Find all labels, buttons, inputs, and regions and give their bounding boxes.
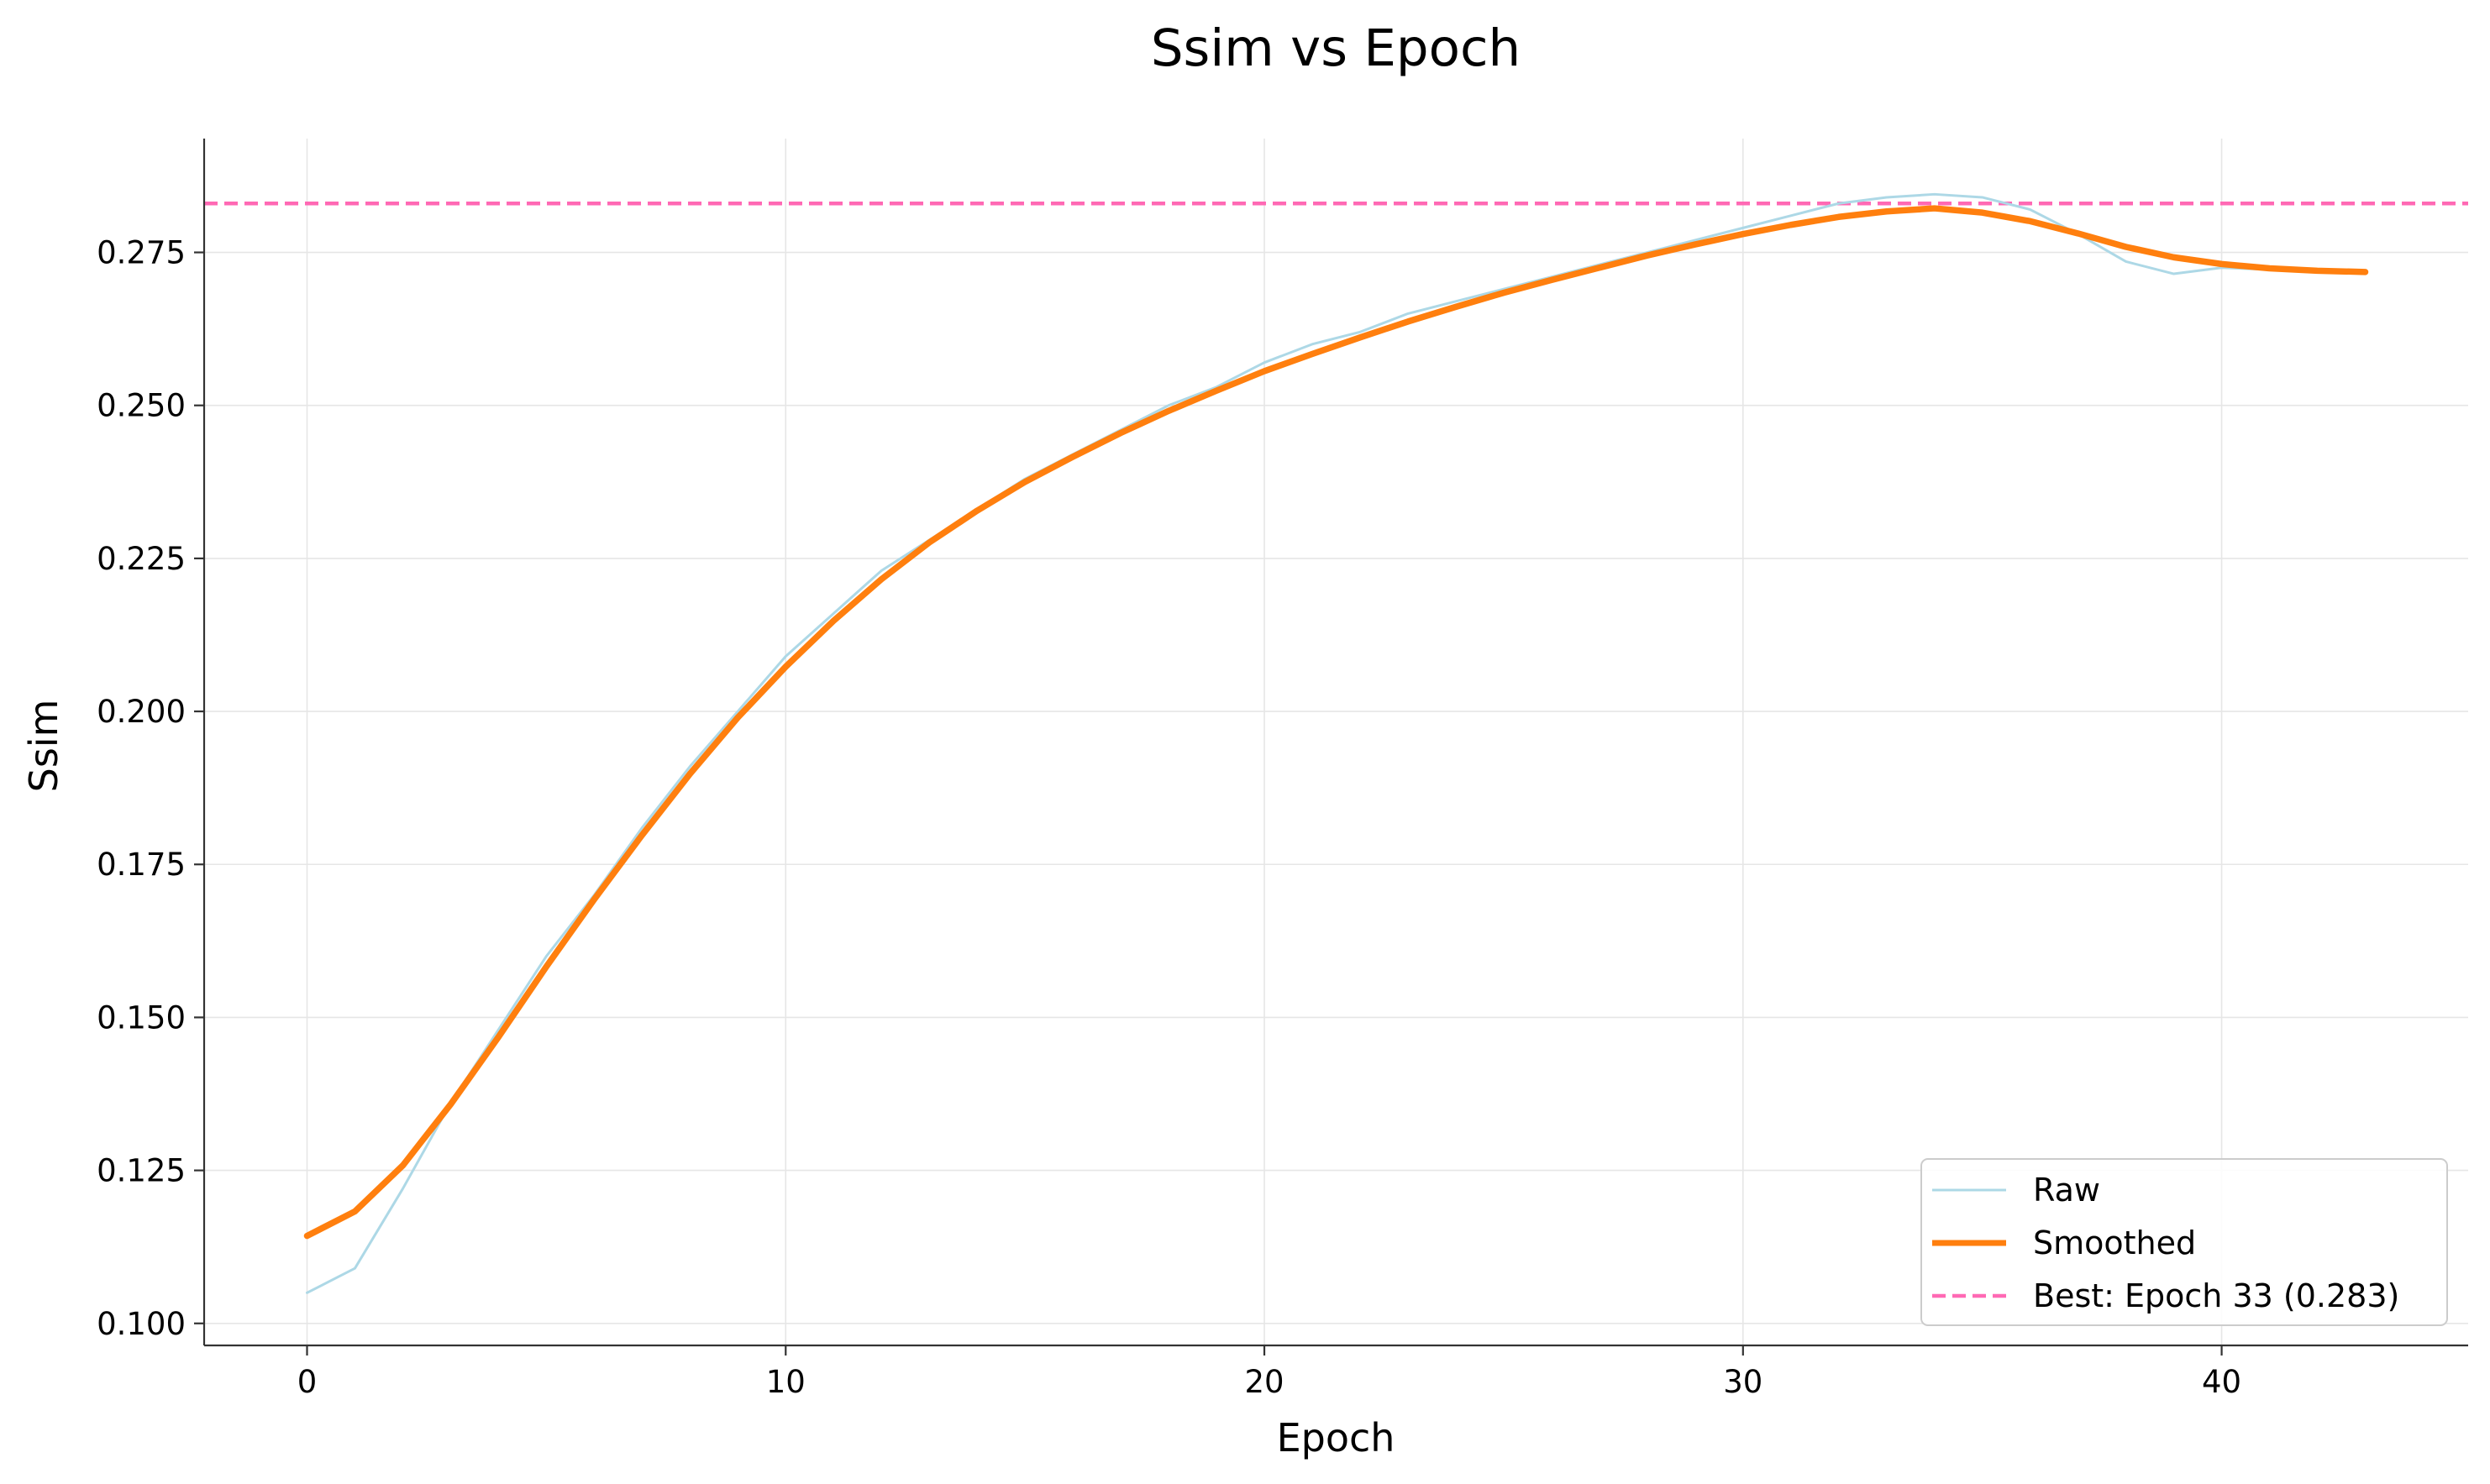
y-tick-label: 0.250 [97, 388, 186, 424]
chart-title: Ssim vs Epoch [1151, 18, 1521, 78]
x-axis-label: Epoch [1277, 1415, 1395, 1460]
x-tick-label: 0 [297, 1364, 318, 1400]
y-tick-label: 0.275 [97, 235, 186, 271]
legend-best-label: Best: Epoch 33 (0.283) [2033, 1277, 2399, 1314]
legend-raw-label: Raw [2033, 1172, 2100, 1209]
y-tick-label: 0.200 [97, 694, 186, 730]
axes [202, 139, 2468, 1347]
smoothed-series-line [303, 205, 2369, 1240]
y-tick-label: 0.150 [97, 999, 186, 1036]
series-lines [303, 192, 2369, 1294]
x-tick-label: 20 [1244, 1364, 1284, 1400]
x-tick-label: 30 [1723, 1364, 1762, 1400]
y-tick-label: 0.225 [97, 541, 186, 577]
x-ticks: 0 10 20 30 40 [297, 1345, 2241, 1400]
y-ticks: 0.100 0.125 0.150 0.175 0.200 0.225 0.250 0.275 [97, 235, 204, 1342]
x-tick-label: 10 [766, 1364, 806, 1400]
y-tick-label: 0.125 [97, 1153, 186, 1189]
x-tick-label: 40 [2202, 1364, 2241, 1400]
raw-series-line [306, 192, 2367, 1294]
legend-box [1920, 1158, 2448, 1326]
legend-smoothed-label: Smoothed [2033, 1224, 2196, 1261]
grid [204, 139, 2468, 1345]
legend: Raw Smoothed Best: Epoch 33 (0.283) [1920, 1158, 2448, 1326]
y-tick-label: 0.100 [97, 1306, 186, 1342]
y-tick-label: 0.175 [97, 847, 186, 883]
y-axis-label: Ssim [21, 700, 66, 793]
